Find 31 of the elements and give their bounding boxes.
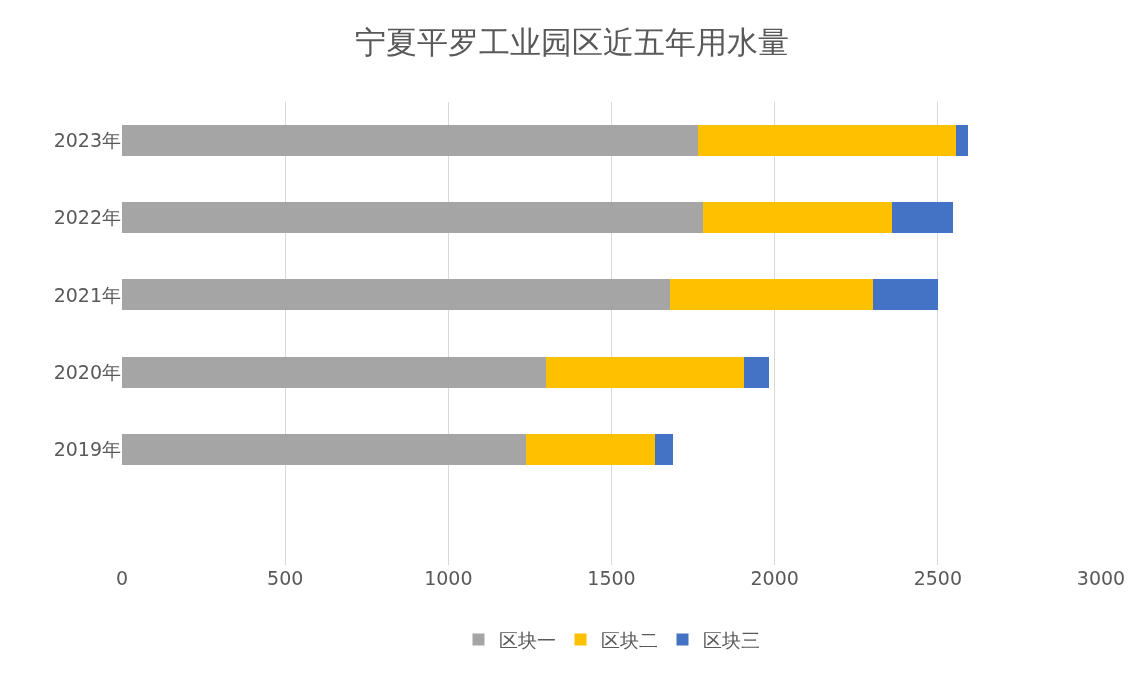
- y-tick-label: 2022年: [53, 206, 121, 229]
- bar: [892, 202, 954, 234]
- bar: [872, 279, 939, 311]
- legend-label: 区块二: [600, 628, 658, 651]
- y-tick-label: 2023年: [53, 129, 121, 152]
- bar: [702, 202, 893, 234]
- bar: [122, 356, 547, 388]
- x-tick-label: 500: [267, 567, 304, 589]
- bar: [669, 279, 873, 311]
- x-tick-label: 3000: [1076, 567, 1126, 589]
- y-tick-label: 2020年: [53, 360, 121, 383]
- bar: [526, 433, 655, 465]
- x-tick-label: 2000: [750, 567, 799, 589]
- bar: [122, 125, 699, 157]
- bar: [122, 433, 526, 465]
- y-tick-label: 2021年: [53, 283, 121, 306]
- bar: [546, 356, 744, 388]
- x-tick-label: 1500: [587, 567, 636, 589]
- chart-title: 宁夏平罗工业园区近五年用水量: [355, 23, 789, 60]
- legend-label: 区块三: [702, 628, 760, 651]
- legend-label: 区块一: [498, 628, 556, 651]
- bar: [122, 202, 703, 234]
- bar: [122, 279, 670, 311]
- x-tick-label: 2500: [913, 567, 963, 589]
- bar: [698, 125, 956, 157]
- bar: [955, 125, 969, 157]
- bar: [743, 356, 769, 388]
- bar: [654, 433, 674, 465]
- y-tick-label: 2019年: [53, 437, 121, 460]
- x-tick-label: 0: [115, 567, 129, 589]
- x-tick-label: 1000: [424, 567, 473, 589]
